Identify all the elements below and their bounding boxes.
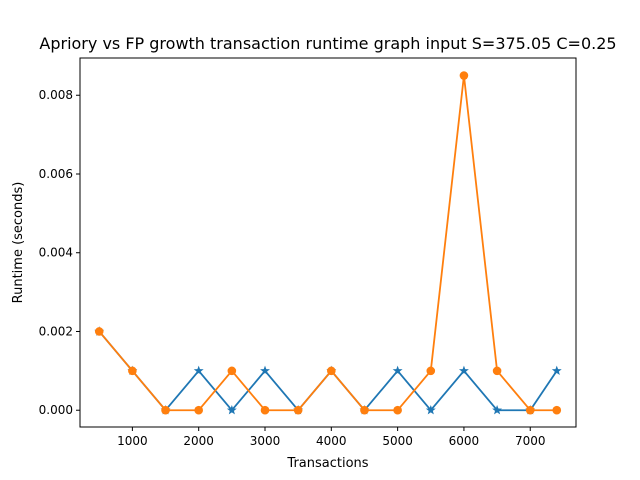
series-2-point xyxy=(552,405,562,415)
y-tick-label: 0.008 xyxy=(39,88,73,102)
x-tick-label: 4000 xyxy=(316,434,347,448)
series-1-point xyxy=(458,365,469,376)
series-1-point xyxy=(193,365,204,376)
chart-title: Apriory vs FP growth transaction runtime… xyxy=(39,34,616,53)
series-1-point xyxy=(392,365,403,376)
series-2-point xyxy=(260,405,270,415)
series-2-point xyxy=(459,71,469,80)
series-1-point xyxy=(551,365,562,376)
series-2-point xyxy=(393,405,402,415)
y-tick-label: 0.002 xyxy=(39,324,73,338)
x-axis: 1000 2000 3000 4000 5000 6000 7000 xyxy=(117,427,546,448)
plot-frame xyxy=(79,57,577,428)
x-tick-label: 5000 xyxy=(382,434,413,448)
y-axis: 0.000 0.002 0.004 0.006 0.008 xyxy=(39,88,80,417)
y-tick-label: 0.004 xyxy=(39,246,73,260)
series-2-point xyxy=(293,405,303,415)
series-1-point xyxy=(226,405,237,415)
series-1-point xyxy=(425,405,436,415)
series-2-point xyxy=(161,405,170,415)
series-2-point xyxy=(492,366,502,376)
series-1-point xyxy=(492,405,503,415)
y-tick-label: 0.000 xyxy=(39,403,73,417)
x-tick-label: 2000 xyxy=(183,434,214,448)
x-tick-label: 3000 xyxy=(250,434,281,448)
series-1-point xyxy=(260,365,270,376)
series-2-point xyxy=(227,366,237,376)
series-2 xyxy=(94,71,562,415)
series-2-point xyxy=(360,405,369,415)
x-axis-label: Transactions xyxy=(286,456,368,471)
y-tick-label: 0.006 xyxy=(39,167,73,181)
series-2-point xyxy=(426,366,436,376)
series-layer xyxy=(94,71,562,415)
series-2-point xyxy=(128,366,137,376)
x-tick-label: 7000 xyxy=(515,434,546,448)
series-2-point xyxy=(327,366,336,376)
series-2-point xyxy=(94,327,104,336)
series-2-point xyxy=(525,405,535,415)
x-tick-label: 6000 xyxy=(449,434,480,448)
x-tick-label: 1000 xyxy=(117,434,148,448)
y-axis-label: Runtime (seconds) xyxy=(11,182,26,304)
series-2-point xyxy=(194,405,203,415)
